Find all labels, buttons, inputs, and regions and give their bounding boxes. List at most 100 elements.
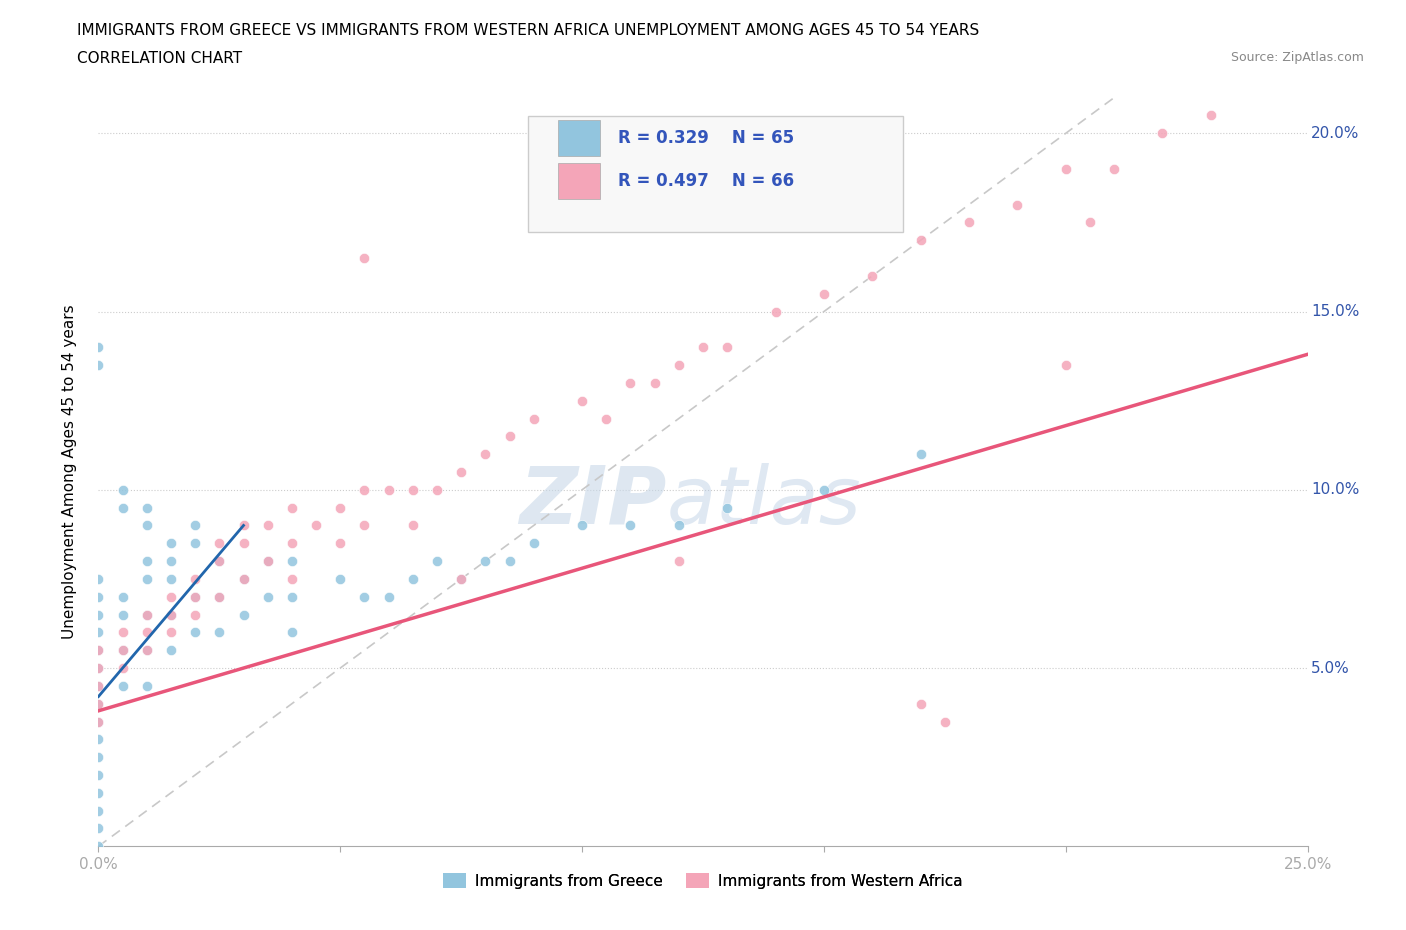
Text: ZIP: ZIP <box>519 463 666 541</box>
Point <box>184 590 207 604</box>
Point <box>571 518 593 533</box>
Point <box>353 483 375 498</box>
Point <box>135 500 157 515</box>
Text: 20.0%: 20.0% <box>1312 126 1360 140</box>
Point <box>87 357 110 372</box>
Point <box>813 483 835 498</box>
Text: 15.0%: 15.0% <box>1312 304 1360 319</box>
Point <box>208 590 231 604</box>
Point <box>87 785 110 800</box>
Point <box>353 518 375 533</box>
Point <box>135 571 157 587</box>
Point <box>1102 162 1125 177</box>
Point <box>329 500 352 515</box>
Point <box>1199 108 1222 123</box>
Point <box>765 304 787 319</box>
Point <box>160 625 183 640</box>
Point <box>957 215 980 230</box>
Text: 5.0%: 5.0% <box>1312 660 1350 675</box>
Point <box>87 839 110 854</box>
Point <box>135 518 157 533</box>
Point <box>232 571 254 587</box>
Point <box>135 679 157 694</box>
Point <box>910 232 932 247</box>
Point <box>232 571 254 587</box>
Point <box>135 553 157 568</box>
Point <box>87 804 110 818</box>
Point <box>208 625 231 640</box>
Point <box>111 625 134 640</box>
Y-axis label: Unemployment Among Ages 45 to 54 years: Unemployment Among Ages 45 to 54 years <box>62 305 77 639</box>
Point <box>716 500 738 515</box>
Point <box>111 679 134 694</box>
Point <box>813 286 835 301</box>
Point <box>450 571 472 587</box>
Point <box>353 251 375 266</box>
Point <box>160 553 183 568</box>
Point <box>135 643 157 658</box>
Point <box>619 518 641 533</box>
Point <box>1007 197 1029 212</box>
Point <box>256 553 278 568</box>
Point <box>329 571 352 587</box>
Point <box>910 446 932 461</box>
Point <box>232 607 254 622</box>
Point <box>87 697 110 711</box>
Point <box>208 536 231 551</box>
Point <box>256 590 278 604</box>
Point <box>184 590 207 604</box>
Text: CORRELATION CHART: CORRELATION CHART <box>77 51 242 66</box>
FancyBboxPatch shape <box>558 120 600 156</box>
Point <box>281 553 304 568</box>
Point <box>256 518 278 533</box>
Point <box>87 339 110 354</box>
Text: 10.0%: 10.0% <box>1312 483 1360 498</box>
Point <box>498 553 520 568</box>
Point <box>87 679 110 694</box>
Point <box>87 660 110 675</box>
Point <box>160 607 183 622</box>
Point <box>571 393 593 408</box>
Point <box>87 625 110 640</box>
Point <box>692 339 714 354</box>
Text: R = 0.329    N = 65: R = 0.329 N = 65 <box>619 129 794 147</box>
Point <box>184 536 207 551</box>
Text: atlas: atlas <box>666 463 862 541</box>
Point <box>450 465 472 480</box>
Point <box>716 339 738 354</box>
Point <box>160 536 183 551</box>
Point <box>281 536 304 551</box>
Point <box>1054 357 1077 372</box>
Point <box>111 590 134 604</box>
Point <box>281 590 304 604</box>
Point <box>644 376 666 391</box>
Point <box>256 553 278 568</box>
Point <box>305 518 328 533</box>
Point <box>87 660 110 675</box>
Point <box>619 376 641 391</box>
Point <box>87 643 110 658</box>
FancyBboxPatch shape <box>558 163 600 199</box>
Legend: Immigrants from Greece, Immigrants from Western Africa: Immigrants from Greece, Immigrants from … <box>437 867 969 895</box>
Point <box>232 518 254 533</box>
Point <box>668 357 690 372</box>
Point <box>135 643 157 658</box>
Point <box>860 269 883 284</box>
Point <box>184 571 207 587</box>
Point <box>523 536 546 551</box>
Point <box>87 714 110 729</box>
Point <box>135 625 157 640</box>
Point <box>87 643 110 658</box>
Point <box>377 483 399 498</box>
Point <box>111 500 134 515</box>
Point <box>87 571 110 587</box>
Point <box>1078 215 1101 230</box>
Point <box>668 553 690 568</box>
Point <box>281 571 304 587</box>
Point <box>353 590 375 604</box>
Point <box>111 643 134 658</box>
Point <box>474 553 496 568</box>
Point <box>135 607 157 622</box>
Point <box>87 590 110 604</box>
Text: IMMIGRANTS FROM GREECE VS IMMIGRANTS FROM WESTERN AFRICA UNEMPLOYMENT AMONG AGES: IMMIGRANTS FROM GREECE VS IMMIGRANTS FRO… <box>77 23 980 38</box>
